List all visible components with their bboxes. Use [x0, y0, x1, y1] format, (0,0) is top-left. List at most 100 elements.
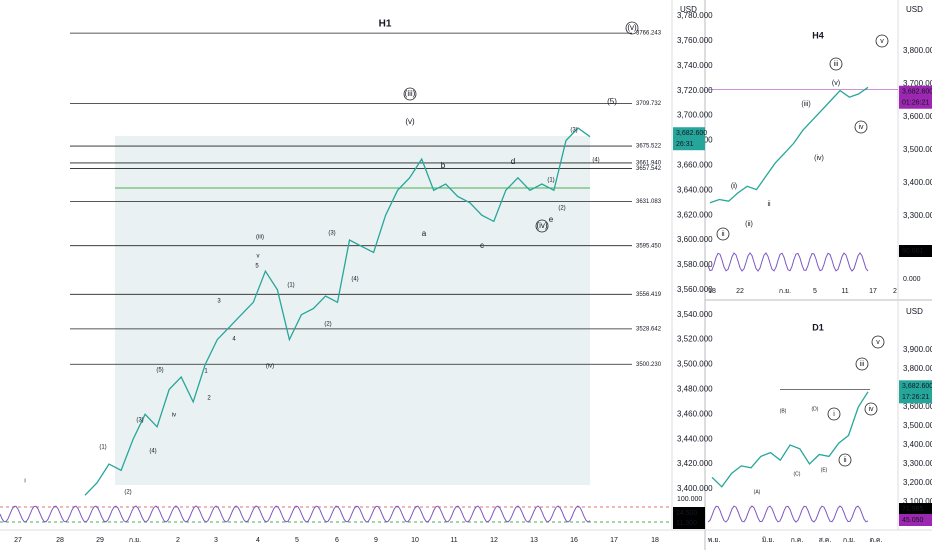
- wave-label: (C): [794, 471, 801, 477]
- price-box: [899, 245, 932, 257]
- y-tick-label: 3,800.000: [903, 46, 932, 55]
- wave-label: 1: [204, 369, 208, 375]
- y-tick-label: 3,500.000: [903, 421, 932, 430]
- wave-circle: [625, 21, 639, 35]
- wave-label: (iv): [814, 155, 824, 162]
- level-label: 3709.732: [636, 101, 662, 107]
- x-tick-label: พ.ย.: [708, 537, 721, 544]
- y-tick-label: 3,400.000: [903, 440, 932, 449]
- x-tick-label: 4: [256, 537, 260, 544]
- wave-label: iii: [860, 361, 865, 368]
- wave-label: a: [422, 229, 427, 238]
- x-tick-label: 6: [335, 537, 339, 544]
- y-tick-label: 3,100.000: [903, 497, 932, 506]
- wave-label: ii: [767, 201, 771, 208]
- price-line: [84, 127, 591, 496]
- y-tick-label: 3,460.000: [677, 409, 713, 418]
- wave-circle: [829, 57, 843, 71]
- panel-title: H4: [812, 30, 824, 40]
- wave-circle: [403, 87, 417, 101]
- wave-label: e: [549, 215, 554, 224]
- wave-label: (1): [287, 283, 294, 289]
- wave-label: ii: [843, 457, 847, 464]
- x-tick-label: ก.ค.: [791, 537, 804, 544]
- price-box-label: 45.050: [902, 517, 924, 524]
- y-tick-label: 3,440.000: [677, 434, 713, 443]
- wave-label: iii: [834, 61, 839, 68]
- currency: USD: [680, 5, 697, 14]
- wave-label: (5): [607, 97, 617, 106]
- profile-area: [115, 135, 590, 485]
- price-line: [709, 86, 869, 204]
- x-tick-label: 5: [295, 537, 299, 544]
- y-tick-label: 3,600.000: [903, 112, 932, 121]
- price-box: [899, 503, 932, 515]
- x-tick-label: 3: [214, 537, 218, 544]
- wave-label: (v): [627, 23, 637, 32]
- wave-label: (B): [780, 408, 787, 414]
- oscillator: [707, 505, 869, 523]
- x-tick-label: 17: [869, 288, 877, 295]
- oscillator: [0, 505, 591, 523]
- price-box-label: 01:26:21: [902, 100, 929, 107]
- wave-label: (iv): [536, 221, 547, 230]
- level-label: 3500.230: [636, 362, 662, 368]
- wave-label: iv: [868, 406, 874, 413]
- y-tick-label: 3,720.000: [677, 86, 713, 95]
- price-box: [673, 507, 705, 519]
- x-tick-label: 22: [736, 288, 744, 295]
- price-box: [899, 85, 932, 98]
- wave-label: (iii): [801, 101, 810, 108]
- y-tick-label: 3,200.000: [903, 478, 932, 487]
- wave-label: 2: [207, 396, 211, 402]
- price-box: [673, 517, 705, 529]
- level-label: 3661.940: [636, 161, 662, 167]
- x-tick-label: ก.ย.: [129, 537, 141, 544]
- wave-label: (1): [99, 445, 106, 451]
- y-tick-label: 3,900.000: [903, 345, 932, 354]
- wave-label: (5): [156, 368, 163, 374]
- x-tick-label: 11: [450, 537, 457, 544]
- price-box-label: 11.300: [676, 520, 697, 527]
- wave-label: (iv): [266, 364, 274, 370]
- wave-circle: [838, 453, 852, 467]
- wave-label: ii: [721, 231, 725, 238]
- wave-circle: [855, 357, 869, 371]
- wave-label: i: [733, 183, 735, 190]
- y-tick-label: 3,520.000: [677, 335, 713, 344]
- wave-label: 3: [217, 299, 221, 305]
- wave-circle: [864, 402, 878, 416]
- price-line: [711, 391, 869, 488]
- panel-title: H1: [379, 19, 392, 30]
- wave-label: (iii): [405, 89, 416, 98]
- y-tick-label: 3,300.000: [903, 459, 932, 468]
- wave-label: d: [511, 157, 515, 166]
- y-tick-label: 3,780.000: [677, 11, 713, 20]
- wave-label: (D): [812, 406, 819, 412]
- wave-label: (4): [592, 158, 599, 164]
- level-label: 3675.522: [636, 144, 662, 150]
- y-tick-label: 3,400.000: [677, 484, 713, 493]
- wave-label: v: [876, 339, 880, 346]
- wave-label: (3): [136, 418, 143, 424]
- wave-label: 4: [232, 337, 236, 343]
- level-label: 3595.450: [636, 243, 662, 249]
- wave-label: (E): [821, 467, 828, 473]
- level-label: 3556.419: [636, 292, 662, 298]
- price-box: [899, 96, 932, 109]
- y-tick-label: 3,600.000: [903, 402, 932, 411]
- y-tick-label: 3,540.000: [677, 310, 713, 319]
- x-tick-label: 18: [708, 288, 716, 295]
- level-label: 3657.542: [636, 166, 662, 172]
- wave-label: (3): [570, 128, 577, 134]
- level-label: 3766.243: [636, 31, 662, 37]
- y-tick-label: 3,760.000: [677, 36, 713, 45]
- x-tick-label: 9: [374, 537, 378, 544]
- wave-label: iv: [858, 124, 864, 131]
- wave-label: (ii): [745, 221, 753, 228]
- x-tick-label: ส.ค.: [819, 537, 832, 544]
- price-box: [899, 380, 932, 393]
- price-box: [899, 391, 932, 404]
- y-tick-label: 3,600.000: [677, 235, 713, 244]
